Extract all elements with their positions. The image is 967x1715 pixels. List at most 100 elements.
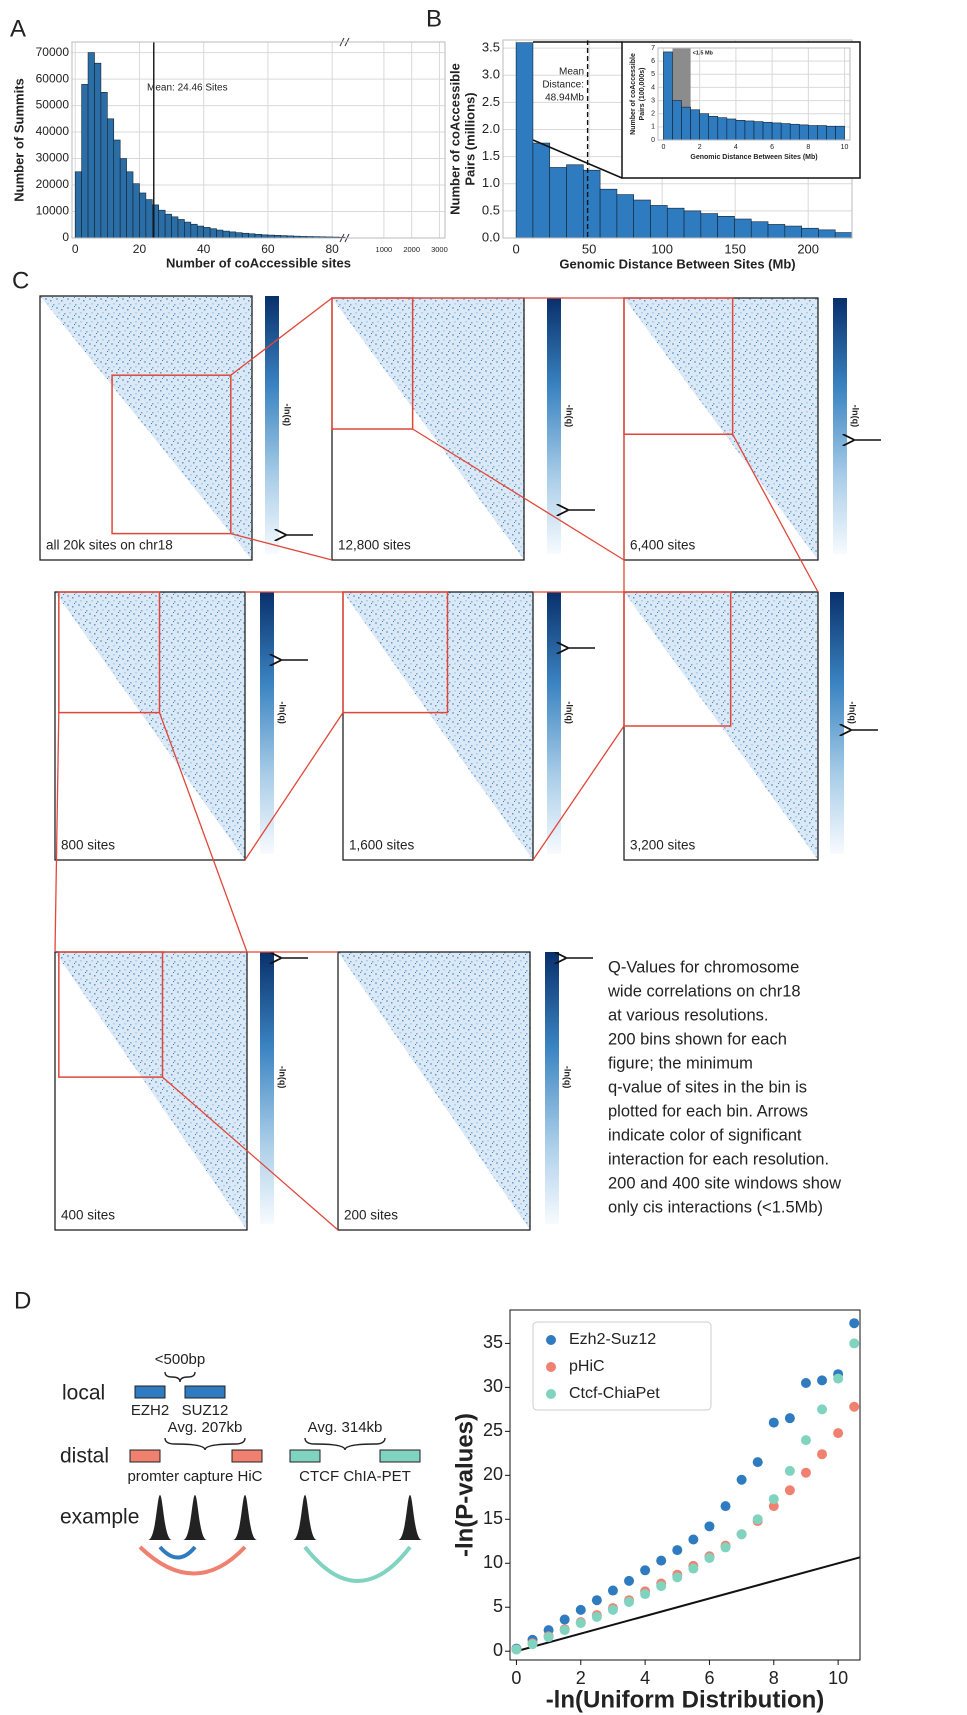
diagram: <500bp local EZH2 SUZ12 Avg. 207kb Avg. … (60, 1351, 422, 1581)
peaks (148, 1495, 422, 1540)
point (849, 1338, 859, 1348)
point (560, 1625, 570, 1635)
point (656, 1556, 666, 1566)
y-axis-label: Number of Summits (11, 78, 26, 202)
bar (700, 114, 709, 140)
colorbar-label: -ln(q) (563, 1066, 573, 1089)
y-tick-label: 30 (483, 1376, 503, 1396)
bar (229, 232, 235, 238)
y-tick-label: 0.0 (482, 229, 500, 244)
bar (650, 205, 667, 238)
colorbar-label: -ln(q) (278, 701, 288, 724)
bar (772, 123, 781, 140)
caption-line: q-value of sites in the bin is (608, 1078, 807, 1096)
colorbar-label: -ln(q) (848, 701, 858, 724)
bar (672, 101, 681, 140)
zoom-connector (533, 726, 624, 860)
bar (139, 193, 145, 238)
label: EZH2 (131, 1402, 169, 1419)
y-tick-label: 50000 (36, 98, 70, 112)
point (801, 1468, 811, 1478)
bar (197, 226, 203, 238)
point (833, 1374, 843, 1384)
y-tick-label: 0 (62, 230, 69, 244)
x-tick-label: 60 (261, 242, 275, 256)
x-tick-label: 0 (511, 1668, 521, 1688)
legend-label: Ctcf-ChiaPet (569, 1385, 660, 1402)
y-tick-label: 3.0 (482, 67, 500, 82)
point (817, 1404, 827, 1414)
panel-letter: B (426, 5, 442, 32)
bar (516, 43, 533, 238)
y-tick-label: 5 (651, 71, 655, 78)
x-tick-label: 20 (133, 242, 147, 256)
y-tick-label: 2 (651, 111, 655, 118)
heatmap-label: 400 sites (61, 1208, 115, 1223)
heatmap-label: all 20k sites on chr18 (46, 538, 173, 553)
bar (734, 219, 751, 238)
y-tick-label: 40000 (36, 124, 70, 138)
point (769, 1494, 779, 1504)
caption-line: interaction for each resolution. (608, 1150, 829, 1168)
x-tick-label: 8 (769, 1668, 779, 1688)
point (528, 1639, 538, 1649)
point (608, 1586, 618, 1596)
bar (727, 119, 736, 140)
label: SUZ12 (182, 1402, 229, 1419)
bar (133, 184, 139, 238)
bar (790, 124, 799, 140)
x-tick-label: 6 (704, 1668, 714, 1688)
y-tick-label: 10000 (36, 204, 70, 218)
point (688, 1564, 698, 1574)
bar (223, 231, 229, 238)
colorbar (547, 298, 561, 554)
bar (836, 126, 845, 140)
peak (233, 1495, 257, 1540)
bar (709, 116, 718, 140)
box (185, 1386, 225, 1398)
bar (204, 227, 210, 238)
page: A B C D <500bp local EZH2 SUZ12 Avg. 207… (0, 0, 967, 1715)
x-tick-label: 2000 (403, 245, 420, 254)
point (592, 1595, 602, 1605)
zoom-connector (245, 713, 343, 860)
y-tick-label: 0 (651, 137, 655, 144)
point (672, 1545, 682, 1555)
point (817, 1449, 827, 1459)
x-tick-label: 4 (640, 1668, 650, 1688)
peak (398, 1495, 422, 1540)
label: distal (60, 1445, 109, 1468)
bar (799, 125, 808, 140)
y-tick-label: 5 (493, 1596, 503, 1616)
bar (184, 222, 190, 238)
box (135, 1386, 165, 1398)
y-tick-label: 1.5 (482, 148, 500, 163)
heatmap-label: 6,400 sites (630, 538, 696, 553)
point (801, 1378, 811, 1388)
point (576, 1605, 586, 1615)
bar (634, 200, 651, 238)
point (753, 1514, 763, 1524)
caption-line: wide correlations on chr18 (607, 982, 801, 1000)
caption-line: plotted for each bin. Arrows (608, 1102, 808, 1120)
colorbar-label: -ln(q) (851, 405, 861, 428)
bar (82, 84, 88, 238)
point (656, 1581, 666, 1591)
colorbar (547, 592, 561, 854)
bar (165, 214, 171, 238)
y-tick-label: 7 (651, 45, 655, 52)
arc (305, 1547, 410, 1581)
y-tick-label: 25 (483, 1420, 503, 1440)
point (721, 1501, 731, 1511)
bar (617, 195, 634, 238)
bar (101, 92, 107, 238)
bar (88, 53, 94, 238)
annotation: Mean: 24.46 Sites (147, 83, 228, 94)
point (704, 1553, 714, 1563)
bar (600, 189, 617, 238)
caption-line: Q-Values for chromosome (608, 958, 799, 976)
bar (768, 224, 785, 238)
panel-letter: C (12, 267, 29, 294)
brace (165, 1372, 195, 1382)
colorbar (260, 592, 274, 854)
